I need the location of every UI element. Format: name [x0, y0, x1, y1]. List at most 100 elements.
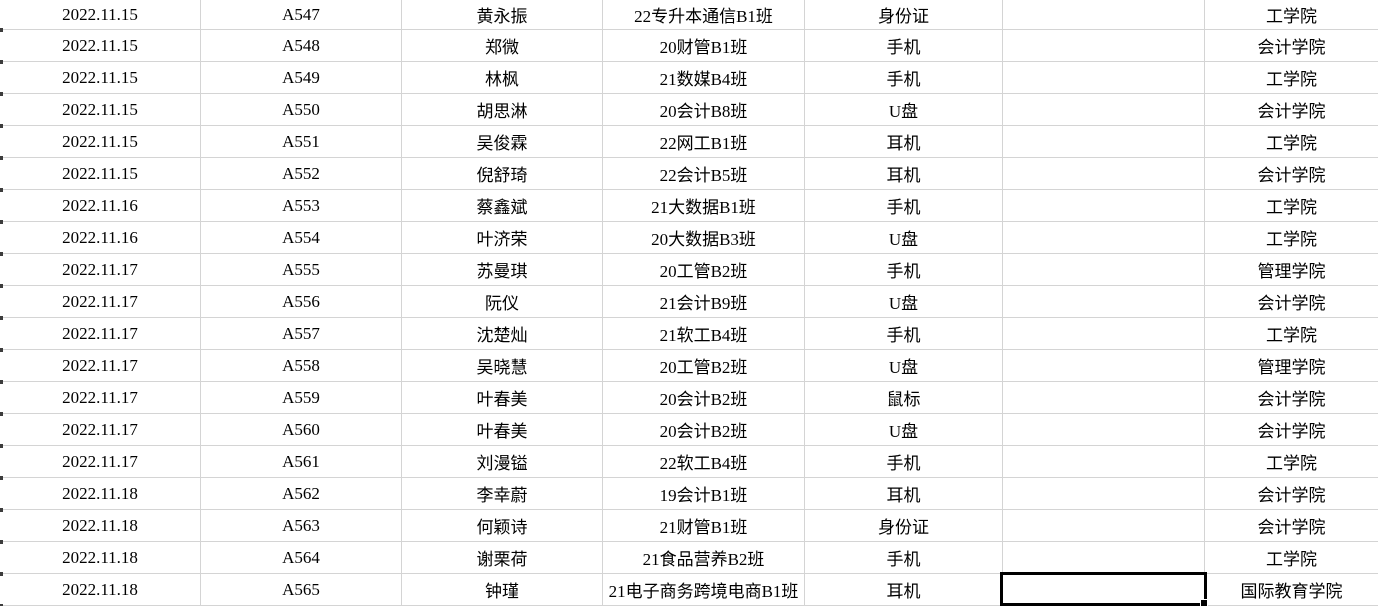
- fill-handle[interactable]: [1200, 599, 1208, 607]
- cell-college[interactable]: 国际教育学院: [1205, 574, 1378, 606]
- cell-item[interactable]: 耳机: [805, 126, 1003, 158]
- cell-item[interactable]: 耳机: [805, 158, 1003, 190]
- cell-note[interactable]: [1003, 30, 1205, 62]
- cell-code[interactable]: A553: [201, 190, 402, 222]
- cell-note[interactable]: [1003, 94, 1205, 126]
- cell-date[interactable]: 2022.11.15: [0, 62, 201, 94]
- cell-date[interactable]: 2022.11.16: [0, 190, 201, 222]
- cell-college[interactable]: 会计学院: [1205, 414, 1378, 446]
- cell-college[interactable]: 工学院: [1205, 126, 1378, 158]
- cell-class_name[interactable]: 20工管B2班: [603, 254, 805, 286]
- cell-code[interactable]: A564: [201, 542, 402, 574]
- cell-note[interactable]: [1003, 0, 1205, 30]
- cell-note[interactable]: [1003, 446, 1205, 478]
- cell-code[interactable]: A565: [201, 574, 402, 606]
- cell-code[interactable]: A551: [201, 126, 402, 158]
- cell-code[interactable]: A547: [201, 0, 402, 30]
- cell-class_name[interactable]: 21会计B9班: [603, 286, 805, 318]
- cell-class_name[interactable]: 20工管B2班: [603, 350, 805, 382]
- cell-code[interactable]: A554: [201, 222, 402, 254]
- cell-name[interactable]: 苏曼琪: [402, 254, 603, 286]
- cell-code[interactable]: A557: [201, 318, 402, 350]
- cell-code[interactable]: A549: [201, 62, 402, 94]
- cell-item[interactable]: 手机: [805, 30, 1003, 62]
- cell-item[interactable]: U盘: [805, 414, 1003, 446]
- cell-date[interactable]: 2022.11.16: [0, 222, 201, 254]
- cell-code[interactable]: A555: [201, 254, 402, 286]
- cell-college[interactable]: 会计学院: [1205, 510, 1378, 542]
- cell-note[interactable]: [1003, 318, 1205, 350]
- cell-college[interactable]: 会计学院: [1205, 158, 1378, 190]
- cell-note[interactable]: [1003, 542, 1205, 574]
- cell-class_name[interactable]: 21电子商务跨境电商B1班: [603, 574, 805, 606]
- cell-code[interactable]: A561: [201, 446, 402, 478]
- cell-college[interactable]: 工学院: [1205, 0, 1378, 30]
- cell-note[interactable]: [1003, 62, 1205, 94]
- cell-item[interactable]: 身份证: [805, 510, 1003, 542]
- cell-note[interactable]: [1003, 574, 1205, 606]
- cell-code[interactable]: A556: [201, 286, 402, 318]
- cell-code[interactable]: A559: [201, 382, 402, 414]
- cell-code[interactable]: A562: [201, 478, 402, 510]
- cell-note[interactable]: [1003, 414, 1205, 446]
- cell-note[interactable]: [1003, 126, 1205, 158]
- cell-item[interactable]: U盘: [805, 222, 1003, 254]
- cell-college[interactable]: 会计学院: [1205, 94, 1378, 126]
- cell-item[interactable]: 手机: [805, 190, 1003, 222]
- cell-item[interactable]: U盘: [805, 350, 1003, 382]
- cell-name[interactable]: 吴晓慧: [402, 350, 603, 382]
- cell-name[interactable]: 郑微: [402, 30, 603, 62]
- cell-class_name[interactable]: 20大数据B3班: [603, 222, 805, 254]
- cell-item[interactable]: 手机: [805, 542, 1003, 574]
- cell-college[interactable]: 工学院: [1205, 62, 1378, 94]
- cell-date[interactable]: 2022.11.15: [0, 126, 201, 158]
- cell-name[interactable]: 倪舒琦: [402, 158, 603, 190]
- cell-code[interactable]: A560: [201, 414, 402, 446]
- cell-name[interactable]: 吴俊霖: [402, 126, 603, 158]
- cell-item[interactable]: 身份证: [805, 0, 1003, 30]
- cell-item[interactable]: 手机: [805, 254, 1003, 286]
- cell-date[interactable]: 2022.11.15: [0, 30, 201, 62]
- cell-college[interactable]: 管理学院: [1205, 350, 1378, 382]
- cell-note[interactable]: [1003, 158, 1205, 190]
- cell-code[interactable]: A563: [201, 510, 402, 542]
- cell-college[interactable]: 会计学院: [1205, 478, 1378, 510]
- cell-item[interactable]: 手机: [805, 446, 1003, 478]
- cell-note[interactable]: [1003, 286, 1205, 318]
- cell-name[interactable]: 李幸蔚: [402, 478, 603, 510]
- cell-note[interactable]: [1003, 350, 1205, 382]
- cell-class_name[interactable]: 21财管B1班: [603, 510, 805, 542]
- cell-name[interactable]: 蔡鑫斌: [402, 190, 603, 222]
- cell-name[interactable]: 林枫: [402, 62, 603, 94]
- cell-date[interactable]: 2022.11.15: [0, 94, 201, 126]
- cell-name[interactable]: 钟瑾: [402, 574, 603, 606]
- cell-date[interactable]: 2022.11.15: [0, 158, 201, 190]
- cell-class_name[interactable]: 22会计B5班: [603, 158, 805, 190]
- cell-date[interactable]: 2022.11.17: [0, 382, 201, 414]
- cell-name[interactable]: 叶春美: [402, 382, 603, 414]
- cell-name[interactable]: 阮仪: [402, 286, 603, 318]
- cell-class_name[interactable]: 20会计B2班: [603, 382, 805, 414]
- cell-note[interactable]: [1003, 510, 1205, 542]
- cell-date[interactable]: 2022.11.18: [0, 574, 201, 606]
- cell-name[interactable]: 谢栗荷: [402, 542, 603, 574]
- cell-date[interactable]: 2022.11.17: [0, 350, 201, 382]
- cell-name[interactable]: 沈楚灿: [402, 318, 603, 350]
- cell-item[interactable]: 耳机: [805, 574, 1003, 606]
- cell-date[interactable]: 2022.11.18: [0, 478, 201, 510]
- cell-code[interactable]: A548: [201, 30, 402, 62]
- cell-date[interactable]: 2022.11.18: [0, 510, 201, 542]
- cell-item[interactable]: 鼠标: [805, 382, 1003, 414]
- cell-name[interactable]: 叶春美: [402, 414, 603, 446]
- cell-college[interactable]: 工学院: [1205, 542, 1378, 574]
- cell-college[interactable]: 会计学院: [1205, 286, 1378, 318]
- cell-code[interactable]: A552: [201, 158, 402, 190]
- cell-college[interactable]: 工学院: [1205, 222, 1378, 254]
- cell-class_name[interactable]: 21数媒B4班: [603, 62, 805, 94]
- cell-date[interactable]: 2022.11.17: [0, 286, 201, 318]
- cell-college[interactable]: 工学院: [1205, 190, 1378, 222]
- cell-date[interactable]: 2022.11.17: [0, 446, 201, 478]
- cell-name[interactable]: 刘漫镒: [402, 446, 603, 478]
- cell-note[interactable]: [1003, 254, 1205, 286]
- cell-date[interactable]: 2022.11.17: [0, 254, 201, 286]
